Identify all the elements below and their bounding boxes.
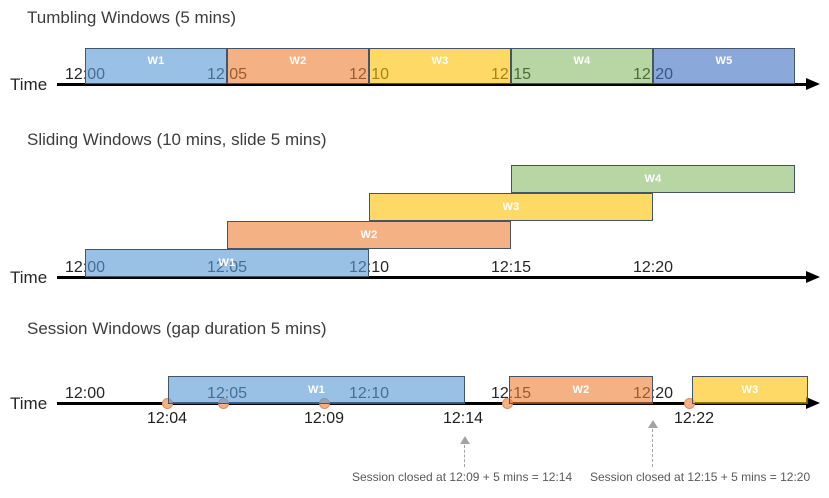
axis-arrow-icon xyxy=(806,78,820,90)
tick-label: 12:15 xyxy=(490,259,532,276)
axis-arrow-icon xyxy=(806,397,820,409)
tick-label: 12:00 xyxy=(64,385,106,402)
session-close-arrow-icon xyxy=(460,436,470,444)
time-axis-sliding xyxy=(57,276,807,279)
section-title-sliding: Sliding Windows (10 mins, slide 5 mins) xyxy=(27,130,327,149)
window-tumbling-w2: W2 xyxy=(227,48,369,84)
window-session-w1: W1 xyxy=(168,376,465,404)
window-tumbling-w3: W3 xyxy=(369,48,511,84)
section-title-session: Session Windows (gap duration 5 mins) xyxy=(27,319,327,338)
event-time-label: 12:09 xyxy=(303,410,345,427)
time-axis-label-sliding: Time xyxy=(10,268,48,287)
session-close-arrow-icon xyxy=(648,420,658,428)
window-tumbling-w1: W1 xyxy=(85,48,227,84)
window-tumbling-w4: W4 xyxy=(511,48,653,84)
window-label: W2 xyxy=(360,229,378,241)
time-axis-tumbling xyxy=(57,83,807,86)
session-close-annotation: Session closed at 12:15 + 5 mins = 12:20 xyxy=(590,470,811,484)
window-label: W5 xyxy=(715,55,733,67)
time-axis-label-tumbling: Time xyxy=(10,75,48,94)
window-session-w3: W3 xyxy=(692,376,808,404)
window-label: W1 xyxy=(307,384,326,396)
window-session-w2: W2 xyxy=(509,376,653,404)
event-time-label: 12:04 xyxy=(146,410,188,427)
window-label: W1 xyxy=(218,257,236,269)
session-close-arrow-stem xyxy=(652,429,653,467)
window-tumbling-w5: W5 xyxy=(653,48,795,84)
window-sliding-w1: W1 xyxy=(85,249,369,277)
window-label: W3 xyxy=(502,201,520,213)
event-time-label: 12:14 xyxy=(442,410,484,427)
window-label: W1 xyxy=(147,55,165,67)
axis-arrow-icon xyxy=(806,271,820,283)
section-title-tumbling: Tumbling Windows (5 mins) xyxy=(27,8,237,27)
window-label: W3 xyxy=(741,384,759,396)
tick-label: 12:20 xyxy=(632,259,674,276)
session-close-annotation: Session closed at 12:09 + 5 mins = 12:14 xyxy=(352,470,573,484)
window-sliding-w4: W4 xyxy=(511,165,795,193)
time-axis-label-session: Time xyxy=(10,394,48,413)
window-label: W2 xyxy=(289,55,307,67)
window-sliding-w3: W3 xyxy=(369,193,653,221)
session-close-arrow-stem xyxy=(464,445,465,467)
window-label: W4 xyxy=(644,173,662,185)
window-label: W3 xyxy=(431,55,449,67)
window-sliding-w2: W2 xyxy=(227,221,511,249)
window-label: W4 xyxy=(573,55,591,67)
event-time-label: 12:22 xyxy=(673,410,715,427)
window-label: W2 xyxy=(572,384,590,396)
